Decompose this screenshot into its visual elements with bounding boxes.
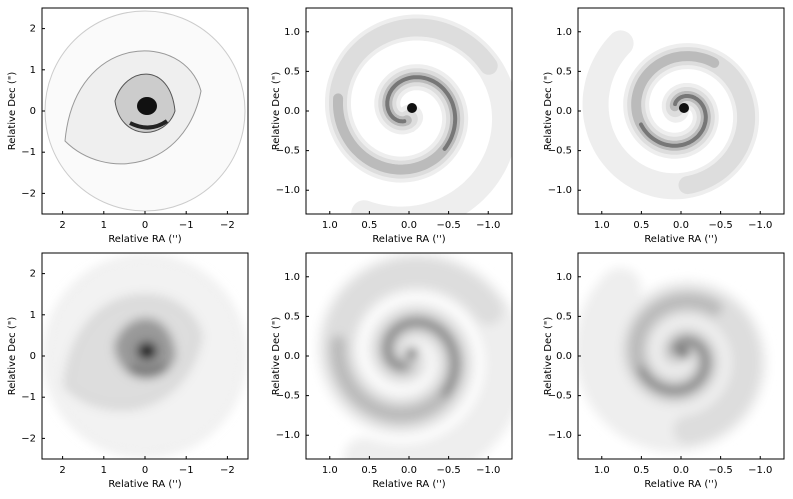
x-tick-label: 0.5	[633, 465, 649, 476]
x-tick-label: −1.0	[748, 220, 772, 231]
spiral-arm	[639, 94, 708, 148]
x-tick-label: −1.0	[476, 465, 500, 476]
x-tick-label: −0.5	[436, 220, 460, 231]
y-tick-label: 0	[30, 106, 36, 117]
x-tick-label: 2	[59, 465, 65, 476]
y-tick-label: 0.0	[284, 351, 300, 362]
x-tick-label: 1	[101, 220, 107, 231]
y-tick-label: 1.0	[284, 27, 300, 38]
y-tick-label: 1.0	[556, 272, 572, 283]
x-tick-label: 0	[142, 465, 148, 476]
x-tick-label: 0.5	[633, 220, 649, 231]
core	[137, 342, 157, 360]
x-tick-label: 0.0	[401, 220, 417, 231]
y-tick-label: 0.5	[556, 311, 572, 322]
x-tick-label: 0	[142, 220, 148, 231]
x-tick-label: −2	[220, 465, 235, 476]
y-axis-label: Relative Dec (")	[543, 72, 554, 151]
x-tick-label: −1.0	[476, 220, 500, 231]
x-axis-label: Relative RA ('')	[644, 479, 717, 490]
core	[407, 348, 417, 358]
x-tick-label: −1.0	[748, 465, 772, 476]
x-tick-label: −0.5	[708, 220, 732, 231]
x-axis-label: Relative RA ('')	[108, 234, 181, 245]
y-axis-label: Relative Dec (")	[271, 317, 282, 396]
x-tick-label: 0.0	[673, 465, 689, 476]
core	[679, 348, 689, 358]
y-tick-label: 0	[30, 351, 36, 362]
y-tick-label: −2	[21, 188, 36, 199]
x-tick-label: −0.5	[436, 465, 460, 476]
x-tick-label: 1.0	[322, 465, 338, 476]
y-tick-label: 0.5	[284, 311, 300, 322]
y-tick-label: 1	[30, 310, 36, 321]
spiral-arm	[637, 337, 709, 394]
x-tick-label: 1.0	[594, 465, 610, 476]
y-tick-label: −0.5	[276, 146, 300, 157]
x-axis-label: Relative RA ('')	[372, 234, 445, 245]
y-tick-label: 0.0	[556, 351, 572, 362]
panel: 1.0 0.5 0.0 −0.5 −1.0 −1.0 −0.5 0.0 0.5 1.0 Relati…	[543, 252, 785, 490]
y-axis-label: Relative Dec (")	[7, 317, 18, 396]
y-tick-label: 2	[30, 24, 36, 35]
y-tick-label: −1.0	[276, 185, 300, 196]
x-tick-label: −0.5	[708, 465, 732, 476]
x-tick-label: 2	[59, 220, 65, 231]
panel: 1.0 0.5 0.0 −0.5 −1.0 −1.0 −0.5 0.0 0.5 1.0 Relati…	[271, 252, 513, 490]
core	[679, 103, 689, 113]
x-tick-label: 1	[101, 465, 107, 476]
image-content	[44, 10, 246, 212]
panel: 2 1 0 −1 −2 −2 −1 0 1 2 Relative RA ('') Relative D…	[7, 252, 249, 490]
x-tick-label: 0.5	[361, 465, 377, 476]
y-tick-label: 0.5	[556, 66, 572, 77]
y-tick-label: −0.5	[548, 391, 572, 402]
arc	[129, 119, 169, 130]
y-tick-label: −1.0	[276, 430, 300, 441]
panel: 2 1 0 −1 −2 −2 −1 0 1 2 Relative RA ('') Relative D…	[7, 7, 249, 245]
y-tick-label: 0.0	[284, 106, 300, 117]
image-content	[578, 267, 767, 453]
x-tick-label: 1.0	[322, 220, 338, 231]
y-axis-label: Relative Dec (")	[7, 72, 18, 151]
x-tick-label: −1	[179, 465, 194, 476]
spiral-arm	[385, 75, 458, 151]
x-tick-label: 0.0	[401, 465, 417, 476]
x-tick-label: 0.0	[673, 220, 689, 231]
y-tick-label: 1.0	[284, 272, 300, 283]
image-content	[44, 255, 246, 457]
y-axis-label: Relative Dec (")	[271, 72, 282, 151]
y-tick-label: −1	[21, 147, 36, 158]
x-axis-label: Relative RA ('')	[644, 234, 717, 245]
y-tick-label: 2	[30, 269, 36, 280]
x-tick-label: −2	[220, 220, 235, 231]
image-content	[325, 14, 512, 214]
image-content	[582, 30, 760, 200]
y-tick-label: −0.5	[276, 391, 300, 402]
y-tick-label: 0.0	[556, 106, 572, 117]
y-tick-label: −0.5	[548, 146, 572, 157]
x-axis-label: Relative RA ('')	[108, 479, 181, 490]
image-content	[317, 253, 512, 459]
y-tick-label: −1.0	[548, 430, 572, 441]
x-axis-label: Relative RA ('')	[372, 479, 445, 490]
y-tick-label: 0.5	[284, 66, 300, 77]
spiral-arm	[384, 319, 459, 398]
y-tick-label: 1.0	[556, 27, 572, 38]
core	[137, 97, 157, 115]
panel: 1.0 0.5 0.0 −0.5 −1.0 −1.0 −0.5 0.0 0.5 1.0 Relati…	[543, 7, 785, 245]
panel: 1.0 0.5 0.0 −0.5 −1.0 −1.0 −0.5 0.0 0.5 1.0 Relati…	[271, 7, 513, 245]
y-axis-label: Relative Dec (")	[543, 317, 554, 396]
arc	[129, 364, 169, 375]
y-tick-label: −1	[21, 392, 36, 403]
core	[407, 103, 417, 113]
y-tick-label: −2	[21, 433, 36, 444]
y-tick-label: 1	[30, 65, 36, 76]
x-tick-label: 0.5	[361, 220, 377, 231]
x-tick-label: 1.0	[594, 220, 610, 231]
x-tick-label: −1	[179, 220, 194, 231]
y-tick-label: −1.0	[548, 185, 572, 196]
